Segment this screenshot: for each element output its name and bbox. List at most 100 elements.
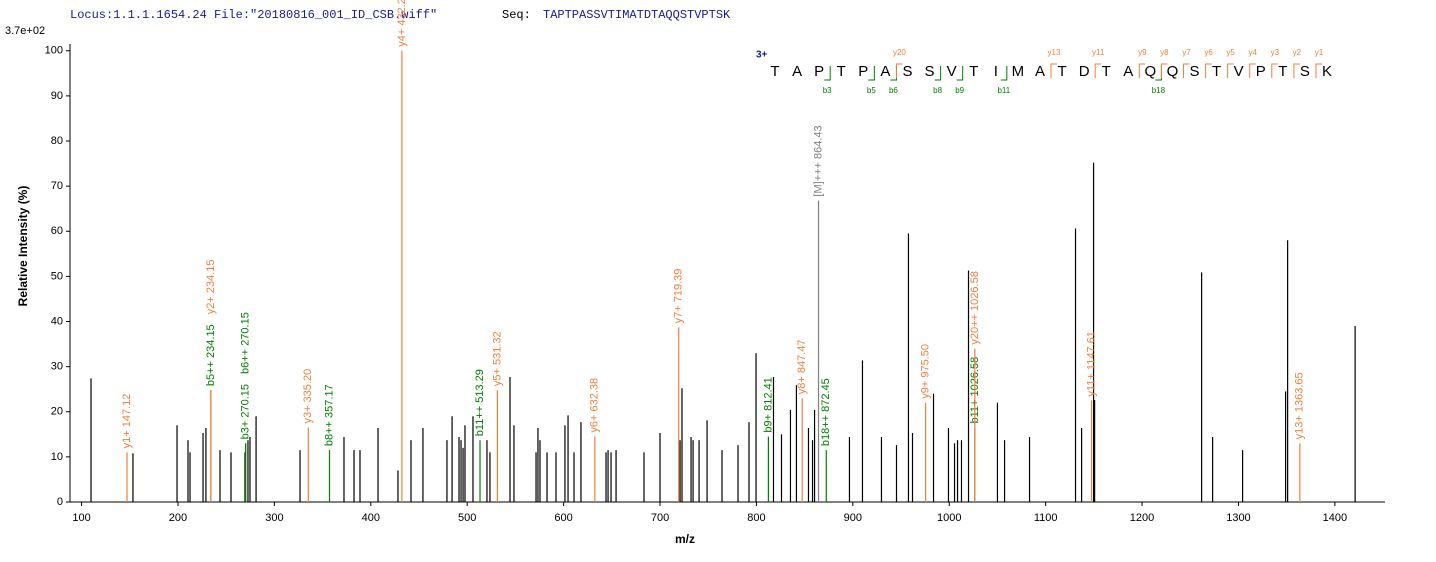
b-ion-label: b11 <box>997 86 1010 95</box>
residue: Q <box>1145 63 1157 80</box>
y-tick-label: 0 <box>57 496 63 508</box>
x-tick-label: 300 <box>265 512 283 524</box>
b-ion-label: b8 <box>933 86 942 95</box>
y-tick-label: 20 <box>51 406 63 418</box>
y-ion-mark <box>895 63 903 78</box>
y-ion-mark <box>1249 63 1256 78</box>
y-ion-mark <box>1315 63 1322 78</box>
b-ion-mark <box>1155 66 1162 81</box>
residue: T <box>837 63 846 80</box>
x-tick-label: 200 <box>169 512 187 524</box>
y-ion-label: y20 <box>893 48 906 57</box>
residue: P <box>858 63 868 80</box>
residue: A <box>880 63 890 80</box>
b-ion-mark <box>956 66 964 81</box>
x-tick-label: 500 <box>458 512 476 524</box>
x-tick-label: 800 <box>747 512 765 524</box>
b-ion-label: b18 <box>1152 86 1166 95</box>
y-ion-mark <box>1271 63 1278 78</box>
y-ion-mark <box>1094 63 1102 78</box>
residue: S <box>1190 63 1200 80</box>
residue: S <box>1300 63 1310 80</box>
y-tick-label: 30 <box>51 361 63 373</box>
y-tick-label: 80 <box>51 135 63 147</box>
y-tick-label: 10 <box>51 451 63 463</box>
residue: S <box>902 63 912 80</box>
x-tick-label: 1400 <box>1323 512 1347 524</box>
peak-label: y7+ 719.39 <box>673 269 685 324</box>
peak-label: y8+ 847.47 <box>796 339 808 394</box>
sequence: TAPTPASSVTIMATDTAQQSTVPTSK <box>543 8 731 22</box>
residue: M <box>1012 63 1025 80</box>
y-tick-label: 60 <box>51 225 63 237</box>
y-ion-label: y13 <box>1048 48 1061 57</box>
residue: A <box>1035 63 1045 80</box>
y-ion-mark <box>1138 63 1146 78</box>
sequence-label: Seq: <box>502 8 531 22</box>
b-ion-label: b3 <box>823 86 832 95</box>
y-tick-label: 70 <box>51 180 63 192</box>
x-tick-label: 1100 <box>1034 512 1058 524</box>
y-ion-label: y8 <box>1160 48 1169 57</box>
residue: V <box>1234 63 1244 80</box>
y-tick-label: 90 <box>51 90 63 102</box>
b-ion-mark <box>824 66 831 81</box>
peak-label: y2+ 234.15 <box>205 260 217 315</box>
y-ion-label: y9 <box>1138 48 1147 57</box>
y-ion-mark <box>1205 63 1212 78</box>
residue: Q <box>1167 63 1179 80</box>
b-ion-mark <box>890 66 897 81</box>
b-ion-mark <box>934 66 942 81</box>
y-ion-label: y4 <box>1248 48 1257 57</box>
y-ion-mark <box>1293 63 1300 78</box>
residue: D <box>1079 63 1090 80</box>
peak-label: b9+ 812.41 <box>762 377 774 432</box>
y-tick-label: 50 <box>51 270 63 282</box>
peak-label: [M]+++ 864.43 <box>812 125 824 196</box>
b-ion-mark <box>868 66 875 81</box>
residue: T <box>969 63 978 80</box>
peak-label: y5+ 531.32 <box>491 331 503 386</box>
x-tick-label: 900 <box>844 512 862 524</box>
peak-label: y4+ 432.26 <box>396 0 408 47</box>
residue: T <box>1102 63 1111 80</box>
residue: A <box>1123 63 1133 80</box>
x-axis-title: m/z <box>675 532 695 546</box>
residue: T <box>1212 63 1221 80</box>
residue: T <box>1278 63 1287 80</box>
y-ion-label: y2 <box>1293 48 1302 57</box>
charge: 3+ <box>756 50 768 61</box>
residue: A <box>792 63 802 80</box>
x-tick-label: 600 <box>554 512 572 524</box>
b-ion-mark <box>1000 66 1008 81</box>
residue: V <box>947 63 957 80</box>
residue: K <box>1322 63 1332 80</box>
y-ion-label: y5 <box>1226 48 1235 57</box>
peak-label: b3+ 270.15 <box>240 384 252 439</box>
peak-label: y6+ 632.38 <box>589 378 601 433</box>
peak-label: y13+ 1363.65 <box>1294 372 1306 439</box>
y-ion-mark <box>1227 63 1234 78</box>
residue: P <box>814 63 824 80</box>
peak-label: b6++ 270.15 <box>240 312 252 374</box>
y-ion-mark <box>1182 63 1190 78</box>
y-ion-mark <box>1050 63 1057 78</box>
x-tick-label: 1200 <box>1130 512 1154 524</box>
x-tick-label: 1000 <box>937 512 961 524</box>
x-tick-label: 100 <box>72 512 90 524</box>
x-tick-label: 1300 <box>1226 512 1250 524</box>
residue: P <box>1256 63 1266 80</box>
scale-label: 3.7e+02 <box>5 25 45 37</box>
b-ion-label: b5 <box>867 86 876 95</box>
peak-label: b5++ 234.15 <box>205 324 217 386</box>
y-tick-label: 40 <box>51 315 63 327</box>
residue: T <box>1057 63 1066 80</box>
peak-label: b18++ 872.45 <box>820 378 832 446</box>
y-tick-label: 100 <box>45 45 63 57</box>
x-tick-label: 400 <box>362 512 380 524</box>
y-ion-label: y6 <box>1204 48 1213 57</box>
peak-label: y1+ 147.12 <box>121 394 133 449</box>
y-ion-mark <box>1160 63 1168 78</box>
peak-label: y20++ 1026.58 <box>969 271 981 344</box>
